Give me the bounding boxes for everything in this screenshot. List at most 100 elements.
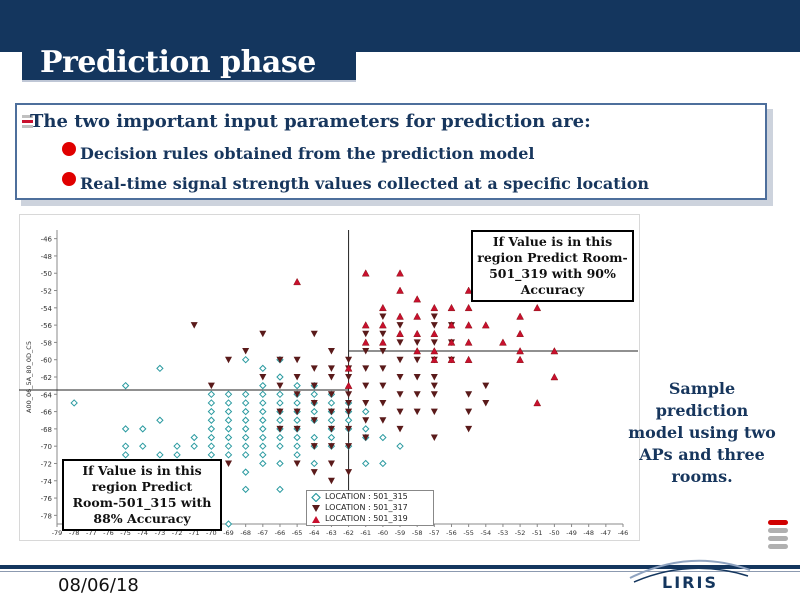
point-501-315 xyxy=(259,407,267,416)
point-501-315 xyxy=(259,442,267,450)
point-501-317 xyxy=(259,374,267,381)
point-501-315 xyxy=(241,399,250,407)
point-501-317 xyxy=(362,365,370,372)
point-501-315 xyxy=(310,459,318,468)
point-501-315 xyxy=(241,407,250,416)
point-501-317 xyxy=(430,391,438,398)
point-501-317 xyxy=(465,408,473,416)
annotation-top-right: If Value is in this region Predict Room-… xyxy=(471,230,634,302)
x-tick-label: -76 xyxy=(103,529,114,537)
y-tick-label: -72 xyxy=(41,460,52,468)
point-501-315 xyxy=(156,451,164,459)
point-501-317 xyxy=(465,391,473,398)
x-tick-label: -73 xyxy=(155,529,166,537)
point-501-317 xyxy=(379,382,387,390)
x-tick-label: -52 xyxy=(515,529,526,537)
point-501-317 xyxy=(345,425,353,433)
y-tick-label: -48 xyxy=(41,253,52,261)
point-501-319 xyxy=(447,321,456,329)
point-501-317 xyxy=(310,417,318,424)
point-501-317 xyxy=(430,339,438,346)
x-tick-label: -54 xyxy=(480,529,491,537)
point-501-317 xyxy=(310,469,318,476)
point-501-315 xyxy=(207,407,216,416)
point-501-317 xyxy=(396,322,404,329)
point-501-315 xyxy=(259,459,267,468)
point-501-317 xyxy=(362,399,370,407)
point-501-319 xyxy=(550,347,559,355)
point-501-315 xyxy=(241,355,250,364)
y-tick-label: -60 xyxy=(41,357,52,365)
legend-label: LOCATION : 501_315 xyxy=(325,492,408,501)
point-501-315 xyxy=(327,433,336,442)
legend-label: LOCATION : 501_317 xyxy=(325,503,408,512)
point-501-315 xyxy=(276,459,284,468)
point-501-319 xyxy=(430,303,439,312)
point-501-317 xyxy=(379,399,387,407)
point-501-315 xyxy=(259,416,267,424)
point-501-317 xyxy=(345,443,353,450)
x-tick-label: -65 xyxy=(292,529,303,537)
point-501-315 xyxy=(310,390,318,399)
point-501-315 xyxy=(293,399,301,407)
point-501-315 xyxy=(276,399,284,407)
footer-line-thin xyxy=(0,571,800,572)
bullet-main: The two important input parameters for p… xyxy=(30,111,591,132)
triangle-up-marker-icon xyxy=(312,516,320,523)
point-501-319 xyxy=(413,295,422,303)
x-tick-label: -75 xyxy=(120,529,131,537)
point-501-315 xyxy=(259,381,267,390)
x-tick-label: -53 xyxy=(498,529,509,537)
y-tick-label: -78 xyxy=(41,512,52,520)
bullet-box xyxy=(15,103,767,200)
point-501-319 xyxy=(533,399,542,407)
point-501-315 xyxy=(276,390,284,399)
point-501-319 xyxy=(447,338,456,346)
point-501-317 xyxy=(190,322,198,329)
point-501-319 xyxy=(550,373,559,381)
sub-bullet-dot-icon xyxy=(62,172,76,186)
point-501-317 xyxy=(276,408,284,416)
point-501-317 xyxy=(327,374,335,381)
point-501-315 xyxy=(241,425,250,433)
point-501-317 xyxy=(345,469,353,476)
point-501-315 xyxy=(173,451,181,459)
x-tick-label: -74 xyxy=(137,529,148,537)
point-501-315 xyxy=(276,416,284,424)
point-501-315 xyxy=(362,425,370,433)
x-tick-label: -79 xyxy=(52,529,63,537)
point-501-317 xyxy=(293,356,301,364)
point-501-319 xyxy=(396,329,404,337)
point-501-317 xyxy=(396,408,404,416)
point-501-317 xyxy=(293,425,301,433)
point-501-317 xyxy=(413,339,421,346)
y-tick-label: -76 xyxy=(41,495,53,503)
point-501-315 xyxy=(207,425,216,433)
point-501-317 xyxy=(430,374,438,381)
header-bar xyxy=(0,0,800,52)
y-tick-label: -52 xyxy=(41,288,52,296)
x-tick-label: -47 xyxy=(601,529,612,537)
y-tick-label: -54 xyxy=(41,305,53,313)
point-501-319 xyxy=(344,364,353,372)
triangle-down-marker-icon xyxy=(312,505,320,512)
point-501-317 xyxy=(310,443,318,450)
point-501-315 xyxy=(379,433,387,442)
y-tick-label: -58 xyxy=(41,339,52,347)
point-501-319 xyxy=(499,338,507,346)
x-tick-label: -59 xyxy=(395,529,406,537)
sub-bullet-dot-icon xyxy=(62,142,76,156)
point-501-315 xyxy=(241,433,250,442)
point-501-315 xyxy=(259,364,267,373)
point-501-317 xyxy=(225,460,233,467)
point-501-319 xyxy=(430,329,439,337)
point-501-315 xyxy=(344,416,353,424)
point-501-319 xyxy=(464,286,473,294)
point-501-317 xyxy=(327,460,335,467)
x-tick-label: -71 xyxy=(189,529,200,537)
point-501-317 xyxy=(310,382,318,390)
x-tick-label: -48 xyxy=(583,529,594,537)
point-501-317 xyxy=(362,382,370,390)
slide-nav-icon[interactable] xyxy=(768,520,790,560)
point-501-315 xyxy=(207,416,216,424)
